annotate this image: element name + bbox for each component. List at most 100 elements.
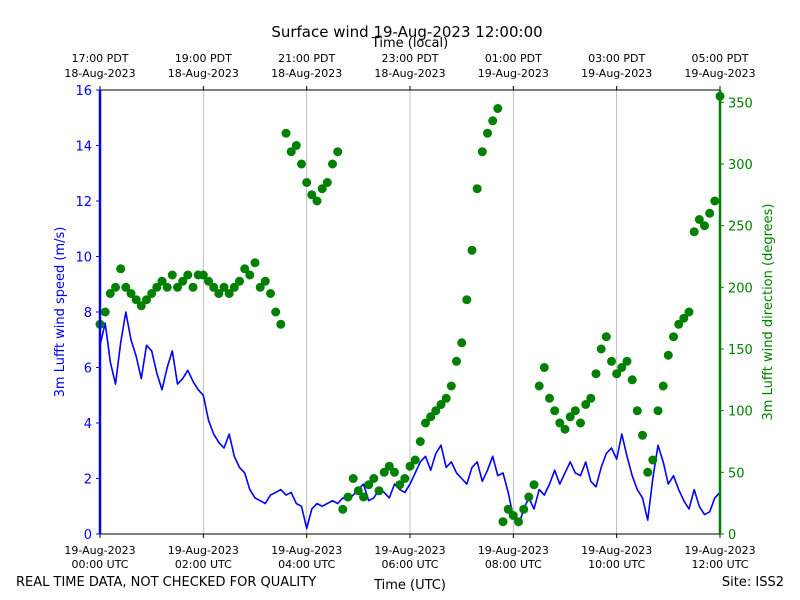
left-axis-label: 3m Lufft wind speed (m/s) <box>53 227 68 398</box>
direction-point <box>483 128 492 138</box>
direction-point <box>441 393 451 403</box>
top-tick-label-date: 18-Aug-2023 <box>168 67 239 80</box>
direction-point <box>534 381 544 391</box>
direction-point <box>235 276 244 286</box>
direction-point <box>410 455 420 465</box>
direction-point <box>359 492 368 502</box>
direction-point <box>266 289 275 298</box>
direction-point <box>281 128 291 138</box>
left-tick-label: 4 <box>84 417 92 432</box>
direction-point <box>632 406 642 416</box>
direction-point <box>689 227 699 237</box>
direction-point <box>395 480 405 490</box>
top-tick-label-time: 05:00 PDT <box>691 52 748 65</box>
direction-point <box>596 344 606 354</box>
top-tick-label-date: 19-Aug-2023 <box>478 67 549 80</box>
right-tick-label: 300 <box>728 158 753 173</box>
direction-point <box>126 289 136 298</box>
chart-title: Surface wind 19-Aug-2023 12:00:00 <box>271 23 542 41</box>
direction-point <box>364 480 374 490</box>
direction-point <box>183 270 193 280</box>
right-tick-label: 250 <box>728 220 753 235</box>
direction-point <box>152 282 162 292</box>
direction-point <box>198 270 208 280</box>
direction-point <box>214 289 224 298</box>
right-tick-label: 100 <box>728 405 753 420</box>
direction-point <box>519 504 529 514</box>
right-tick-label: 0 <box>728 528 736 543</box>
top-tick-label-time: 01:00 PDT <box>485 52 542 65</box>
direction-point <box>302 178 312 187</box>
left-tick-label: 16 <box>75 84 92 99</box>
direction-point <box>705 208 715 218</box>
x-tick-label-time: 08:00 UTC <box>485 558 542 571</box>
direction-point <box>338 504 348 514</box>
direction-point <box>312 196 322 206</box>
top-tick-label-time: 21:00 PDT <box>278 52 335 65</box>
direction-point <box>250 258 260 268</box>
left-tick-label: 12 <box>75 195 92 210</box>
direction-point <box>586 393 596 403</box>
top-tick-label-date: 18-Aug-2023 <box>374 67 445 80</box>
direction-point <box>457 338 467 348</box>
direction-point <box>307 190 317 200</box>
direction-point <box>255 282 265 292</box>
direction-point <box>291 141 301 150</box>
top-tick-label-time: 23:00 PDT <box>381 52 438 65</box>
direction-point <box>209 282 219 292</box>
direction-point <box>369 474 379 483</box>
x-tick-label-time: 04:00 UTC <box>278 558 335 571</box>
left-tick-label: 2 <box>84 473 92 488</box>
direction-point <box>405 461 415 471</box>
direction-point <box>260 276 270 286</box>
top-tick-label-time: 03:00 PDT <box>588 52 645 65</box>
direction-point <box>188 282 198 292</box>
direction-point <box>467 245 477 255</box>
direction-point <box>431 406 441 416</box>
direction-point <box>462 295 472 305</box>
direction-point <box>674 319 684 329</box>
direction-point <box>348 474 358 483</box>
direction-point <box>426 412 436 422</box>
direction-point <box>173 282 182 292</box>
right-tick-label: 350 <box>728 96 753 111</box>
direction-point <box>477 147 487 157</box>
top-tick-label-time: 19:00 PDT <box>175 52 232 65</box>
top-axis-label: Time (local) <box>371 36 448 51</box>
x-tick-label-time: 12:00 UTC <box>691 558 748 571</box>
direction-point <box>684 307 694 317</box>
direction-point <box>162 282 172 292</box>
direction-point <box>653 406 663 416</box>
direction-point <box>333 147 343 157</box>
direction-point <box>286 147 296 157</box>
direction-point <box>136 301 146 311</box>
left-tick-label: 14 <box>75 140 92 155</box>
direction-point <box>498 517 508 527</box>
direction-point <box>328 159 337 169</box>
x-tick-label-time: 00:00 UTC <box>71 558 128 571</box>
direction-point <box>147 289 157 298</box>
direction-series <box>95 91 725 527</box>
direction-point <box>524 492 534 502</box>
quality-note: REAL TIME DATA, NOT CHECKED FOR QUALITY <box>16 575 317 590</box>
direction-point <box>276 319 286 329</box>
direction-point <box>384 461 394 471</box>
direction-point <box>581 400 591 409</box>
direction-point <box>700 221 709 231</box>
direction-point <box>224 289 234 298</box>
direction-point <box>472 184 482 194</box>
x-tick-label-date: 19-Aug-2023 <box>374 544 445 557</box>
direction-point <box>390 467 399 477</box>
direction-point <box>178 276 188 286</box>
direction-point <box>167 270 177 280</box>
x-tick-label-date: 19-Aug-2023 <box>684 544 755 557</box>
direction-point <box>229 282 239 292</box>
direction-point <box>622 356 632 366</box>
x-tick-label-time: 10:00 UTC <box>588 558 645 571</box>
direction-point <box>529 480 539 490</box>
direction-point <box>379 467 389 477</box>
direction-point <box>607 356 616 366</box>
top-tick-label-date: 19-Aug-2023 <box>684 67 755 80</box>
direction-point <box>436 400 446 409</box>
